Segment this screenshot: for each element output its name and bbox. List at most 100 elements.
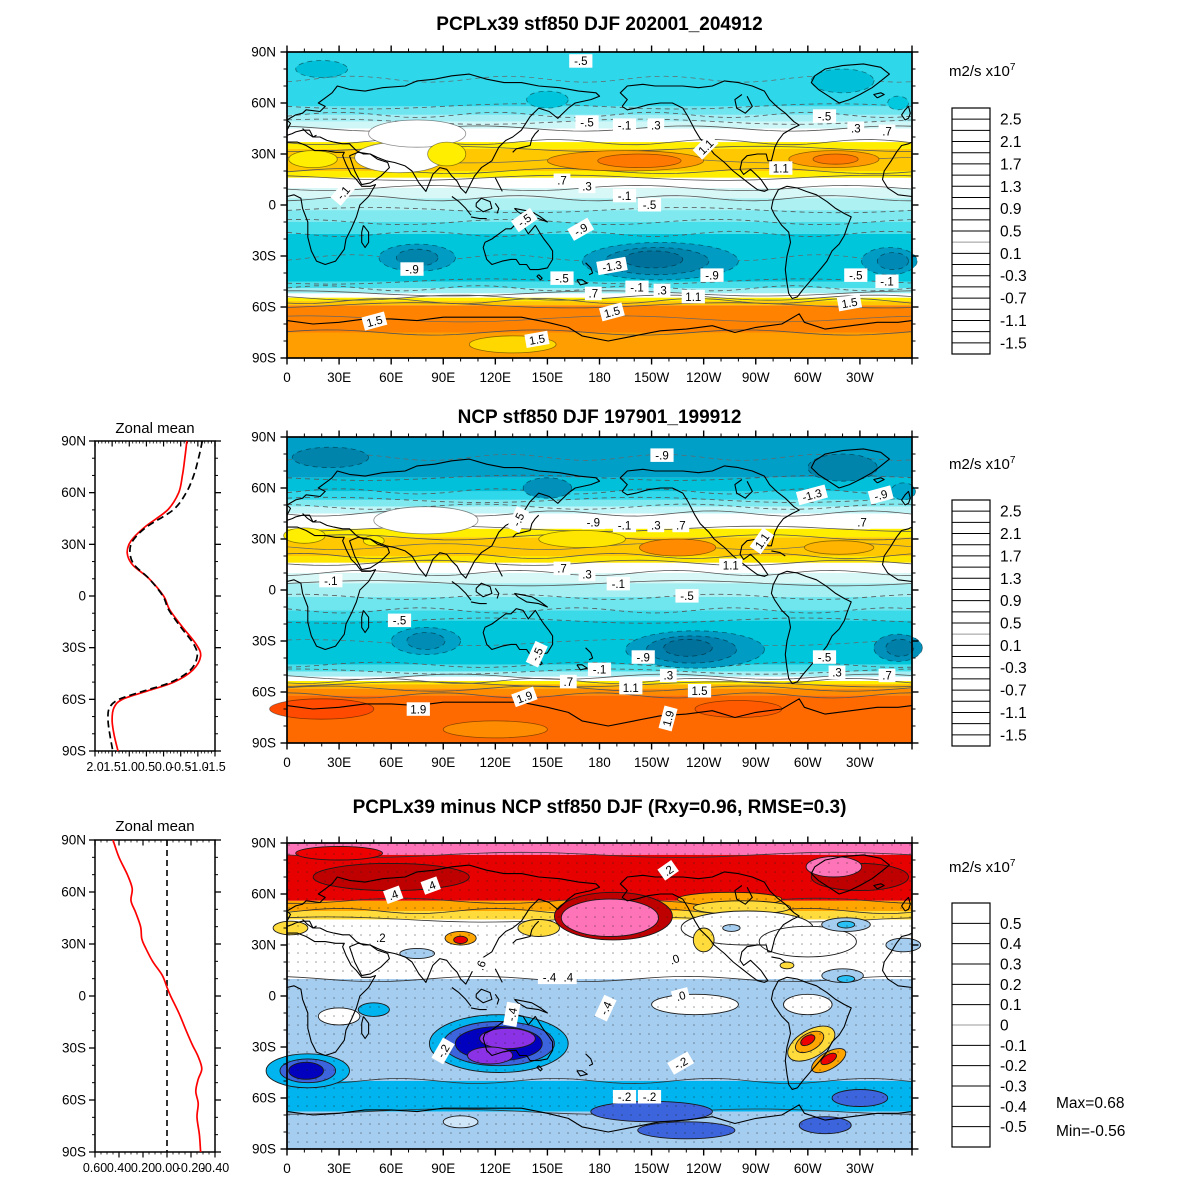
svg-text:.4: .4: [425, 879, 439, 894]
svg-text:-.1: -.1: [612, 579, 625, 591]
svg-text:1.9: 1.9: [410, 704, 426, 716]
zonal-mean-plot-middle: 2.0 1.5 1.0 0.5 0.0-0.5-1.0-1.5 90N 60N 30N 0 30S…: [61, 434, 226, 775]
svg-text:30S: 30S: [252, 1040, 276, 1055]
svg-text:2.0: 2.0: [86, 760, 103, 774]
svg-text:90S: 90S: [252, 1142, 276, 1157]
panel3-title: PCPLx39 minus NCP stf850 DJF (Rxy=0.96, …: [352, 797, 847, 818]
svg-text:-1.1: -1.1: [1000, 705, 1027, 722]
svg-text:-0.7: -0.7: [1000, 291, 1027, 308]
svg-text:0.0: 0.0: [155, 760, 172, 774]
svg-text:30W: 30W: [846, 755, 874, 770]
colorbar1-unit: m2/s x107: [949, 62, 1016, 80]
svg-text:30E: 30E: [327, 755, 351, 770]
svg-text:60N: 60N: [251, 481, 276, 496]
svg-text:-0.40: -0.40: [201, 1161, 230, 1175]
svg-text:-.5: -.5: [530, 646, 547, 663]
map-ncp: -.9 -1.3 -.9 -.5 -.9 -.1 .3 .7 .7 1.1 1.1 .7 .3 -.1 -.…: [251, 430, 923, 770]
svg-text:-.9: -.9: [572, 222, 590, 239]
svg-text:60S: 60S: [252, 685, 276, 700]
svg-text:90N: 90N: [251, 836, 276, 851]
colorbar3-unit: m2/s x107: [949, 858, 1016, 876]
svg-text:30W: 30W: [846, 1161, 874, 1176]
svg-text:0.60: 0.60: [83, 1161, 107, 1175]
panel1-title: PCPLx39 stf850 DJF 202001_204912: [436, 14, 763, 35]
svg-text:0: 0: [283, 755, 291, 770]
svg-text:-1.0: -1.0: [187, 760, 209, 774]
svg-text:30N: 30N: [251, 532, 276, 547]
svg-text:60N: 60N: [251, 96, 276, 111]
svg-text:60W: 60W: [794, 370, 822, 385]
svg-text:90N: 90N: [251, 430, 276, 445]
svg-text:-.5: -.5: [680, 591, 693, 603]
svg-text:60E: 60E: [379, 1161, 403, 1176]
svg-text:90W: 90W: [742, 755, 770, 770]
svg-text:60S: 60S: [62, 1093, 86, 1108]
svg-text:-.5: -.5: [580, 117, 593, 129]
svg-text:90E: 90E: [431, 370, 455, 385]
svg-text:-.5: -.5: [818, 111, 831, 123]
colorbar-top: 2.5 2.1 1.7 1.3 0.9 0.5 0.1 -0.3 -0.7 -1.1 -1.5: [951, 107, 1027, 355]
svg-text:-0.3: -0.3: [1000, 268, 1027, 285]
svg-text:30E: 30E: [327, 1161, 351, 1176]
svg-text:-.9: -.9: [405, 264, 418, 276]
svg-text:60S: 60S: [62, 692, 86, 707]
svg-text:90S: 90S: [252, 736, 276, 751]
svg-text:-0.5: -0.5: [170, 760, 192, 774]
svg-text:150E: 150E: [532, 1161, 564, 1176]
svg-text:120E: 120E: [480, 1161, 512, 1176]
svg-text:2.1: 2.1: [1000, 134, 1022, 151]
svg-text:.3: .3: [832, 668, 842, 680]
svg-text:150W: 150W: [634, 370, 670, 385]
svg-text:90S: 90S: [62, 744, 86, 759]
svg-text:2.5: 2.5: [1000, 112, 1022, 129]
svg-text:-0.2: -0.2: [1000, 1058, 1027, 1075]
svg-text:-.1: -.1: [618, 120, 631, 132]
svg-text:90E: 90E: [431, 1161, 455, 1176]
svg-text:-0.1: -0.1: [1000, 1038, 1027, 1055]
svg-text:.7: .7: [589, 289, 599, 301]
svg-text:1.9: 1.9: [515, 690, 534, 707]
svg-text:1.1: 1.1: [723, 561, 739, 573]
svg-text:150W: 150W: [634, 1161, 670, 1176]
svg-text:0: 0: [283, 1161, 291, 1176]
colorbar2-unit: m2/s x107: [949, 455, 1016, 473]
svg-text:150E: 150E: [532, 755, 564, 770]
svg-text:30E: 30E: [327, 370, 351, 385]
svg-text:-.1: -.1: [324, 576, 337, 588]
svg-text:0.2: 0.2: [1000, 977, 1022, 994]
svg-text:-.5: -.5: [818, 652, 831, 664]
svg-text:-.5: -.5: [511, 511, 528, 528]
map-pcplx39: -.5 -.5 -.1 .3 -.5 .3 .7 1.1 1.1 .7 .3 -.1 -.5 -.1 -.5…: [251, 45, 919, 385]
svg-text:1.0: 1.0: [121, 760, 138, 774]
svg-text:-1.5: -1.5: [204, 760, 226, 774]
svg-text:120W: 120W: [686, 370, 722, 385]
svg-text:0.20: 0.20: [131, 1161, 155, 1175]
svg-text:.3: .3: [651, 120, 661, 132]
svg-text:90W: 90W: [742, 1161, 770, 1176]
svg-text:180: 180: [588, 755, 611, 770]
svg-text:-.9: -.9: [655, 450, 668, 462]
svg-text:-.5: -.5: [574, 56, 587, 68]
svg-text:0.9: 0.9: [1000, 593, 1022, 610]
svg-text:30N: 30N: [251, 147, 276, 162]
svg-text:1.3: 1.3: [1000, 571, 1022, 588]
svg-text:1.1: 1.1: [623, 683, 639, 695]
svg-text:60N: 60N: [61, 485, 86, 500]
max-stat: Max=0.68: [1056, 1095, 1125, 1112]
svg-text:30N: 30N: [251, 938, 276, 953]
svg-text:60N: 60N: [61, 885, 86, 900]
zonal-mean-title-middle: Zonal mean: [115, 420, 195, 437]
svg-text:1.5: 1.5: [692, 686, 708, 698]
svg-text:.7: .7: [857, 518, 867, 530]
svg-text:180: 180: [588, 370, 611, 385]
svg-text:150W: 150W: [634, 755, 670, 770]
svg-text:0: 0: [268, 583, 276, 598]
svg-text:.6: .6: [474, 959, 489, 972]
svg-text:0: 0: [283, 370, 291, 385]
svg-text:30S: 30S: [252, 249, 276, 264]
svg-text:30W: 30W: [846, 370, 874, 385]
svg-text:120E: 120E: [480, 370, 512, 385]
svg-text:.0: .0: [675, 990, 687, 1004]
svg-text:-.2: -.2: [618, 1092, 631, 1104]
svg-text:2.5: 2.5: [1000, 504, 1022, 521]
